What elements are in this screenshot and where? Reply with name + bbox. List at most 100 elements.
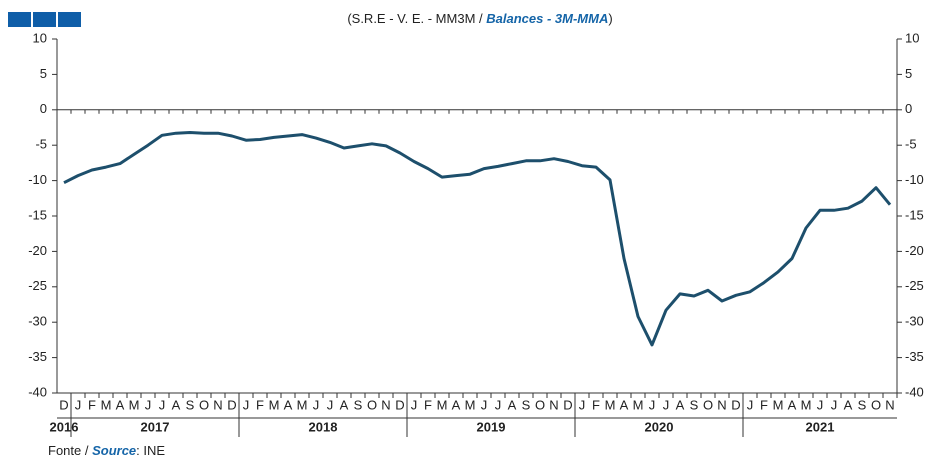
x-tick-label: M: [773, 397, 784, 412]
x-tick-label: N: [885, 397, 894, 412]
x-tick-label: M: [801, 397, 812, 412]
x-tick-label: J: [747, 397, 754, 412]
x-tick-label: D: [59, 397, 68, 412]
x-tick-label: J: [145, 397, 152, 412]
y-tick-label: 5: [40, 66, 47, 81]
y2-tick-label: 0: [905, 101, 912, 116]
x-tick-label: J: [579, 397, 586, 412]
y2-tick-label: 10: [905, 30, 919, 45]
source-pt: Fonte /: [48, 443, 92, 457]
x-tick-label: J: [649, 397, 656, 412]
x-tick-label: M: [297, 397, 308, 412]
x-tick-label: A: [284, 397, 293, 412]
source-suffix: : INE: [136, 443, 165, 457]
data-line: [63, 131, 892, 347]
y2-tick-label: -10: [905, 172, 924, 187]
x-tick-label: M: [101, 397, 112, 412]
x-tick-label: F: [88, 397, 96, 412]
x-tick-label: J: [495, 397, 502, 412]
x-tick-label: J: [831, 397, 838, 412]
y2-tick-label: -30: [905, 314, 924, 329]
x-tick-label: M: [633, 397, 644, 412]
x-tick-label: J: [411, 397, 418, 412]
y-tick-label: -30: [28, 314, 47, 329]
source-en: Source: [92, 443, 136, 457]
y-tick-label: -40: [28, 384, 47, 399]
year-label: 2016: [50, 419, 79, 434]
x-tick-label: N: [213, 397, 222, 412]
x-tick-label: A: [788, 397, 797, 412]
x-tick-label: D: [395, 397, 404, 412]
y2-tick-label: -20: [905, 243, 924, 258]
x-tick-label: S: [186, 397, 195, 412]
x-tick-label: A: [676, 397, 685, 412]
y-tick-label: -15: [28, 207, 47, 222]
x-tick-label: M: [269, 397, 280, 412]
title-pt: (S.R.E - V. E. - MM3M /: [347, 11, 486, 26]
logo-block: [58, 12, 81, 27]
x-tick-label: N: [549, 397, 558, 412]
x-tick-label: A: [508, 397, 517, 412]
x-tick-label: O: [535, 397, 545, 412]
x-tick-label: J: [481, 397, 488, 412]
x-tick-label: S: [690, 397, 699, 412]
x-tick-label: A: [116, 397, 125, 412]
x-tick-label: S: [354, 397, 363, 412]
x-tick-label: D: [563, 397, 572, 412]
x-tick-label: S: [858, 397, 867, 412]
x-tick-label: J: [159, 397, 166, 412]
y2-tick-label: -40: [905, 384, 924, 399]
x-tick-label: J: [243, 397, 250, 412]
y-tick-label: -5: [35, 137, 47, 152]
y-tick-label: 10: [33, 30, 47, 45]
x-tick-label: J: [327, 397, 334, 412]
chart-title: (S.R.E - V. E. - MM3M / Balances - 3M-MM…: [347, 11, 612, 26]
y2-tick-label: -15: [905, 207, 924, 222]
logo-block: [8, 12, 31, 27]
x-tick-label: A: [340, 397, 349, 412]
x-tick-label: A: [452, 397, 461, 412]
year-label: 2019: [477, 419, 506, 434]
x-tick-label: N: [717, 397, 726, 412]
year-label: 2021: [806, 419, 835, 434]
x-tick-label: O: [199, 397, 209, 412]
x-tick-label: J: [663, 397, 670, 412]
source: Fonte / Source: INE: [48, 443, 165, 457]
x-tick-label: M: [129, 397, 140, 412]
x-tick-label: F: [256, 397, 264, 412]
x-tick-label: O: [703, 397, 713, 412]
y-tick-label: -35: [28, 349, 47, 364]
x-tick-label: M: [437, 397, 448, 412]
x-tick-label: A: [172, 397, 181, 412]
y-tick-label: -25: [28, 278, 47, 293]
x-tick-label: J: [75, 397, 82, 412]
y-tick-label: 0: [40, 101, 47, 116]
x-tick-label: O: [871, 397, 881, 412]
x-tick-label: O: [367, 397, 377, 412]
title-close: ): [608, 11, 612, 26]
title-en: Balances - 3M-MMA: [486, 11, 608, 26]
x-tick-label: N: [381, 397, 390, 412]
y2-tick-label: -35: [905, 349, 924, 364]
y2-tick-label: -25: [905, 278, 924, 293]
x-tick-label: J: [817, 397, 824, 412]
x-tick-label: A: [620, 397, 629, 412]
y2-tick-label: 5: [905, 66, 912, 81]
year-label: 2020: [645, 419, 674, 434]
x-tick-label: S: [522, 397, 531, 412]
logo-block: [33, 12, 56, 27]
x-tick-label: M: [465, 397, 476, 412]
year-label: 2018: [309, 419, 338, 434]
x-tick-label: M: [605, 397, 616, 412]
x-tick-label: D: [731, 397, 740, 412]
x-tick-label: D: [227, 397, 236, 412]
y-tick-label: -20: [28, 243, 47, 258]
x-tick-label: F: [592, 397, 600, 412]
x-tick-label: F: [424, 397, 432, 412]
year-label: 2017: [141, 419, 170, 434]
y2-tick-label: -5: [905, 137, 917, 152]
x-tick-label: J: [313, 397, 320, 412]
x-tick-label: F: [760, 397, 768, 412]
y-tick-label: -10: [28, 172, 47, 187]
